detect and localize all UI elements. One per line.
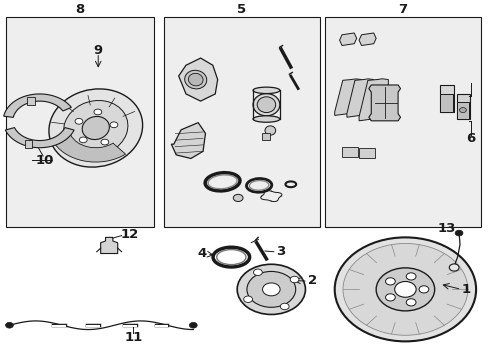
Ellipse shape bbox=[82, 116, 109, 140]
Text: 1: 1 bbox=[461, 283, 470, 296]
Polygon shape bbox=[178, 58, 217, 101]
Polygon shape bbox=[4, 94, 71, 117]
Polygon shape bbox=[346, 79, 373, 117]
Circle shape bbox=[101, 139, 108, 145]
Circle shape bbox=[375, 268, 434, 311]
Circle shape bbox=[262, 283, 280, 296]
Bar bbox=[261, 134, 270, 140]
Circle shape bbox=[385, 294, 394, 301]
Ellipse shape bbox=[184, 70, 206, 89]
Circle shape bbox=[75, 118, 82, 124]
Circle shape bbox=[459, 108, 466, 113]
Ellipse shape bbox=[63, 100, 128, 156]
Text: 4: 4 bbox=[197, 247, 206, 260]
Circle shape bbox=[237, 264, 305, 315]
Circle shape bbox=[280, 303, 288, 310]
Circle shape bbox=[5, 322, 13, 328]
Bar bbox=[163, 17, 320, 226]
Circle shape bbox=[94, 109, 102, 115]
Bar bbox=[456, 102, 468, 119]
Text: 5: 5 bbox=[237, 3, 246, 16]
Ellipse shape bbox=[188, 73, 203, 86]
Circle shape bbox=[253, 269, 262, 275]
Circle shape bbox=[110, 122, 118, 128]
Polygon shape bbox=[171, 123, 205, 158]
Ellipse shape bbox=[252, 116, 279, 122]
Polygon shape bbox=[101, 237, 118, 253]
Circle shape bbox=[394, 282, 415, 297]
Bar bbox=[439, 94, 452, 112]
Circle shape bbox=[79, 137, 87, 143]
Circle shape bbox=[406, 299, 415, 306]
Ellipse shape bbox=[257, 97, 275, 113]
Circle shape bbox=[406, 273, 415, 280]
Bar bbox=[5, 17, 154, 226]
Text: 9: 9 bbox=[94, 44, 102, 57]
Ellipse shape bbox=[252, 87, 279, 94]
Circle shape bbox=[418, 286, 428, 293]
Ellipse shape bbox=[264, 126, 275, 135]
Circle shape bbox=[454, 230, 462, 236]
Polygon shape bbox=[5, 127, 74, 148]
Bar bbox=[439, 85, 453, 112]
Text: 13: 13 bbox=[437, 222, 455, 235]
Polygon shape bbox=[368, 85, 400, 121]
Circle shape bbox=[342, 243, 467, 335]
Bar bbox=[325, 17, 480, 226]
Text: 7: 7 bbox=[398, 3, 407, 16]
Text: 10: 10 bbox=[35, 154, 54, 167]
Ellipse shape bbox=[252, 94, 279, 116]
Circle shape bbox=[334, 237, 475, 341]
Wedge shape bbox=[52, 135, 125, 162]
Bar bbox=[456, 94, 469, 119]
Text: 2: 2 bbox=[307, 274, 317, 287]
Polygon shape bbox=[339, 33, 356, 45]
Polygon shape bbox=[334, 79, 361, 116]
Polygon shape bbox=[358, 79, 387, 121]
Circle shape bbox=[243, 296, 252, 302]
Circle shape bbox=[448, 264, 458, 271]
Polygon shape bbox=[358, 33, 375, 45]
Bar bbox=[358, 148, 374, 158]
Bar bbox=[341, 147, 357, 157]
Bar bbox=[24, 140, 32, 148]
Circle shape bbox=[385, 278, 394, 285]
Text: 12: 12 bbox=[121, 228, 139, 241]
Text: 6: 6 bbox=[466, 132, 475, 145]
Text: 3: 3 bbox=[276, 244, 285, 257]
Text: 8: 8 bbox=[75, 3, 84, 16]
Bar bbox=[27, 97, 35, 105]
Circle shape bbox=[189, 322, 197, 328]
Circle shape bbox=[289, 276, 298, 283]
Text: 11: 11 bbox=[124, 330, 142, 343]
Circle shape bbox=[246, 271, 295, 307]
Circle shape bbox=[233, 194, 243, 202]
Ellipse shape bbox=[49, 89, 142, 167]
